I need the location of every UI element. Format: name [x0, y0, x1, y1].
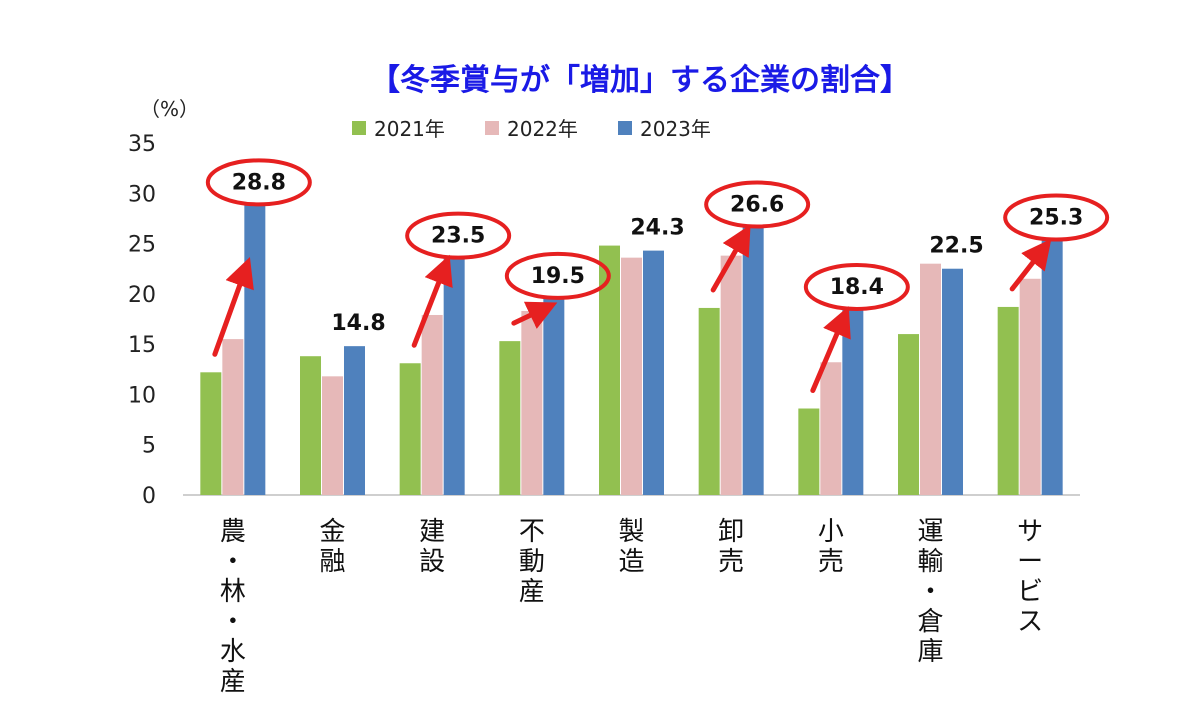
bar — [997, 306, 1019, 495]
chart-title: 【冬季賞与が「増加」する企業の割合】 — [370, 63, 910, 98]
y-axis-unit: （%） — [140, 97, 199, 121]
bar — [543, 298, 565, 495]
bar — [798, 408, 820, 495]
highlight-ellipse — [704, 180, 811, 229]
legend-label: 2023年 — [640, 117, 711, 141]
bar — [222, 339, 244, 495]
bar — [499, 341, 521, 495]
y-tick-label: 0 — [142, 484, 156, 509]
category-label: 卸売 — [718, 517, 744, 577]
annotations: 28.8 14.8 23.5 19.5 24.3 26.6 18.4 22.5 25.3 — [205, 158, 1110, 394]
bar — [920, 263, 941, 495]
bar — [399, 363, 421, 495]
y-tick-label: 15 — [128, 333, 156, 358]
bar — [300, 356, 321, 495]
bar — [643, 250, 664, 495]
highlight-ellipse — [803, 262, 910, 311]
y-tick-label: 25 — [128, 233, 156, 258]
legend-swatch — [352, 121, 366, 135]
bar — [200, 372, 222, 495]
category-labels: 農・林・水産 金融 建設 不動産 製造 卸売 小売 運輸・倉庫 サービス — [220, 517, 1043, 697]
increase-arrow — [810, 306, 851, 394]
category-label: 不動産 — [519, 517, 545, 607]
y-tick-label: 5 — [142, 434, 156, 459]
legend-label: 2022年 — [507, 117, 578, 141]
category-label: 運輸・倉庫 — [917, 517, 943, 667]
y-tick-label: 35 — [128, 132, 156, 157]
category-label: 小売 — [818, 517, 844, 577]
highlight-ellipse — [1003, 193, 1110, 242]
y-tick-label: 20 — [128, 283, 156, 308]
bar — [820, 362, 842, 495]
data-label: 14.8 — [331, 311, 385, 336]
bar-group — [798, 309, 864, 495]
increase-arrow — [710, 224, 751, 293]
increase-arrow — [212, 257, 254, 357]
bar — [621, 257, 642, 495]
data-label: 19.5 — [531, 264, 585, 289]
category-label: 農・林・水産 — [220, 517, 246, 697]
legend-item: 2023年 — [618, 117, 711, 141]
data-label: 28.8 — [232, 170, 286, 195]
bar-group — [300, 346, 365, 495]
category-label: 製造 — [618, 517, 644, 577]
bar — [322, 376, 343, 495]
bar — [1041, 240, 1063, 495]
bar — [421, 314, 443, 495]
bar — [599, 245, 620, 495]
data-label: 23.5 — [431, 224, 485, 249]
legend-swatch — [618, 121, 632, 135]
bar — [344, 346, 365, 495]
bar-group — [599, 245, 664, 495]
legend: 2021年 2022年 2023年 — [352, 117, 711, 141]
legend-item: 2022年 — [485, 117, 578, 141]
legend-swatch — [485, 121, 499, 135]
bar — [698, 307, 720, 495]
bar — [742, 227, 764, 496]
increase-arrow — [511, 301, 558, 329]
highlight-ellipse — [405, 211, 512, 260]
bar-group — [200, 205, 266, 495]
bars — [200, 205, 1063, 496]
data-label: 18.4 — [830, 275, 884, 300]
legend-label: 2021年 — [374, 117, 445, 141]
bar — [842, 309, 864, 495]
bar — [1019, 278, 1041, 495]
bar — [942, 268, 963, 495]
data-label: 22.5 — [929, 234, 983, 259]
y-tick-label: 30 — [128, 182, 156, 207]
bar — [521, 310, 543, 495]
bar-group — [399, 258, 465, 495]
legend-item: 2021年 — [352, 117, 445, 141]
highlight-ellipse — [205, 158, 312, 207]
category-label: サービス — [1017, 517, 1043, 637]
bar-group — [499, 298, 565, 495]
data-label: 24.3 — [630, 216, 684, 241]
bar — [443, 258, 465, 495]
data-label: 26.6 — [730, 192, 784, 217]
y-tick-label: 10 — [128, 383, 156, 408]
increase-arrow — [1009, 238, 1052, 292]
highlight-ellipse — [504, 251, 611, 300]
bar-group — [898, 263, 963, 495]
bar — [898, 334, 919, 495]
bar-group — [698, 227, 764, 496]
category-label: 建設 — [419, 517, 445, 577]
category-label: 金融 — [319, 517, 345, 577]
bar-group — [997, 240, 1063, 495]
bar — [244, 205, 266, 495]
bar — [720, 255, 742, 495]
data-label: 25.3 — [1029, 206, 1083, 231]
increase-arrow — [411, 254, 453, 348]
